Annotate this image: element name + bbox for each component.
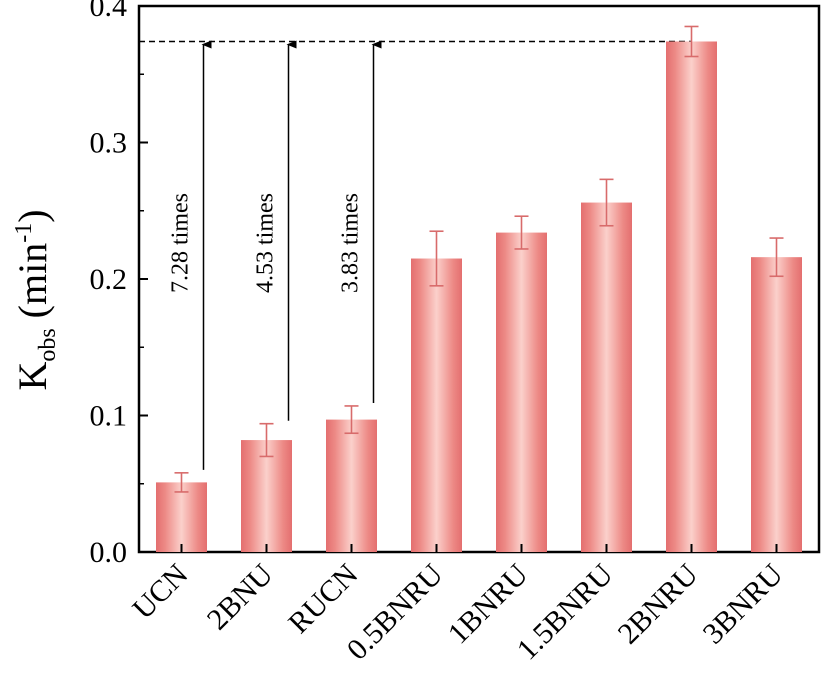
bar-0.5BNRU (411, 258, 462, 552)
x-tick-label-2BNRU: 2BNRU (612, 557, 705, 650)
annotation-text-UCN: 7.28 times (168, 193, 194, 293)
bar-3BNRU (751, 257, 802, 552)
y-axis-label-unit-suffix: ) (10, 209, 55, 222)
y-axis-label-main: K (10, 362, 55, 391)
bar-1.5BNRU (581, 202, 632, 552)
bar-UCN (156, 482, 207, 552)
bar-1BNRU (496, 232, 547, 552)
y-tick-label: 0.0 (90, 536, 128, 569)
y-tick-label: 0.4 (90, 0, 128, 23)
y-axis-label: Kobs (min-1) (10, 209, 61, 390)
bar-2BNU (241, 440, 292, 552)
y-axis-label-unit-prefix: (min (10, 243, 55, 329)
annotation-text-RUCN: 3.83 times (338, 193, 364, 293)
x-tick-label-2BNU: 2BNU (201, 557, 280, 636)
y-tick-label: 0.3 (90, 127, 128, 160)
x-tick-label-3BNRU: 3BNRU (697, 557, 790, 650)
y-tick-label: 0.1 (90, 400, 128, 433)
bar-2BNRU (666, 41, 717, 553)
x-tick-label-RUCN: RUCN (282, 558, 364, 640)
y-axis-label-superscript: -1 (11, 223, 37, 243)
x-tick-label-UCN: UCN (126, 558, 194, 626)
y-tick-label: 0.2 (90, 263, 128, 296)
bar-RUCN (326, 419, 377, 552)
y-axis-label-subscript: obs (35, 328, 61, 361)
annotation-text-2BNU: 4.53 times (253, 193, 279, 293)
